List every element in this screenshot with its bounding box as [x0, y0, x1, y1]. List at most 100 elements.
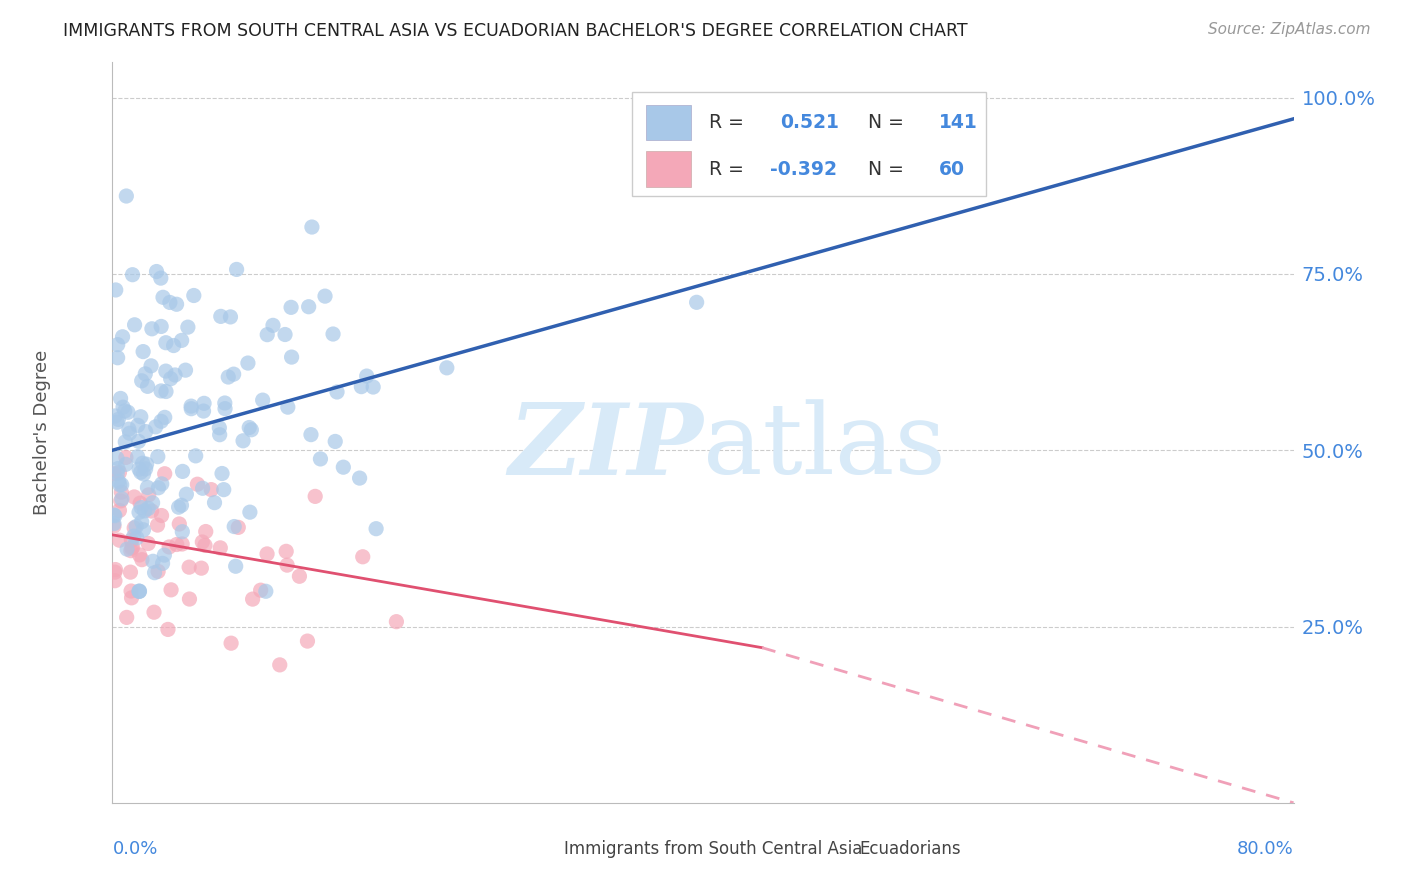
Point — [166, 297, 188, 311]
Point — [107, 412, 129, 426]
Point — [120, 543, 142, 558]
Point — [131, 515, 153, 529]
Point — [128, 462, 150, 476]
Text: atlas: atlas — [703, 400, 946, 495]
Point — [108, 478, 131, 492]
Point — [242, 592, 264, 607]
Point — [256, 547, 278, 561]
Point — [153, 410, 176, 425]
Point — [238, 420, 260, 434]
Point — [262, 318, 284, 333]
FancyBboxPatch shape — [827, 840, 853, 858]
Point — [254, 584, 277, 599]
Point — [153, 548, 176, 562]
Point — [385, 615, 408, 629]
Point — [179, 592, 201, 607]
Point — [108, 466, 131, 480]
Point — [136, 536, 159, 550]
Point — [172, 464, 194, 478]
Point — [128, 548, 150, 562]
Point — [134, 504, 156, 518]
Text: IMMIGRANTS FROM SOUTH CENTRAL ASIA VS ECUADORIAN BACHELOR'S DEGREE CORRELATION C: IMMIGRANTS FROM SOUTH CENTRAL ASIA VS EC… — [63, 22, 967, 40]
Point — [162, 338, 184, 352]
Point — [153, 467, 176, 481]
Point — [156, 623, 179, 637]
Point — [226, 520, 249, 534]
Point — [104, 508, 127, 523]
Point — [132, 344, 155, 359]
Point — [322, 326, 344, 341]
Point — [105, 415, 128, 429]
Point — [214, 396, 236, 410]
Text: R =: R = — [709, 160, 749, 178]
Point — [167, 500, 190, 515]
Point — [236, 356, 259, 370]
Point — [110, 494, 132, 508]
Point — [141, 322, 163, 336]
Point — [141, 504, 163, 518]
FancyBboxPatch shape — [647, 152, 692, 186]
Point — [186, 477, 208, 491]
Point — [107, 337, 129, 351]
Point — [298, 300, 321, 314]
Point — [155, 364, 177, 378]
Point — [146, 565, 169, 579]
Point — [301, 220, 323, 235]
Point — [120, 584, 142, 599]
FancyBboxPatch shape — [647, 104, 692, 140]
FancyBboxPatch shape — [531, 840, 558, 858]
Point — [114, 404, 136, 418]
Point — [366, 522, 388, 536]
Point — [204, 496, 226, 510]
Point — [200, 483, 222, 497]
Point — [150, 508, 173, 523]
Point — [160, 582, 183, 597]
Point — [212, 483, 235, 497]
Point — [208, 427, 231, 442]
Point — [256, 327, 278, 342]
Point — [128, 434, 150, 449]
Point — [184, 449, 207, 463]
Text: ZIP: ZIP — [508, 400, 703, 496]
Point — [219, 310, 242, 324]
Point — [136, 501, 159, 516]
Point — [115, 610, 138, 624]
Point — [150, 319, 173, 334]
Point — [142, 496, 165, 510]
Point — [103, 467, 125, 481]
Point — [117, 405, 139, 419]
Point — [142, 554, 165, 568]
Point — [104, 283, 127, 297]
Point — [332, 460, 354, 475]
Point — [209, 541, 232, 555]
Text: Source: ZipAtlas.com: Source: ZipAtlas.com — [1208, 22, 1371, 37]
Point — [304, 489, 326, 503]
Point — [183, 288, 205, 302]
Point — [129, 496, 152, 510]
Text: N =: N = — [869, 160, 910, 178]
Point — [146, 450, 169, 464]
Text: -0.392: -0.392 — [770, 160, 838, 178]
Point — [361, 380, 384, 394]
Point — [269, 657, 291, 672]
Point — [132, 523, 155, 537]
Point — [152, 290, 174, 304]
Point — [107, 461, 129, 475]
Point — [127, 418, 149, 433]
Point — [193, 396, 215, 410]
Point — [219, 636, 242, 650]
Text: 141: 141 — [939, 113, 979, 132]
Point — [276, 558, 298, 573]
Text: N =: N = — [869, 113, 910, 132]
Point — [115, 542, 138, 557]
Text: 60: 60 — [939, 160, 965, 178]
Point — [194, 538, 217, 552]
Point — [143, 566, 166, 580]
Point — [225, 559, 247, 574]
Point — [309, 451, 332, 466]
Point — [115, 189, 138, 203]
Point — [323, 434, 346, 449]
Point — [124, 318, 146, 332]
Point — [150, 384, 173, 398]
FancyBboxPatch shape — [633, 92, 987, 195]
